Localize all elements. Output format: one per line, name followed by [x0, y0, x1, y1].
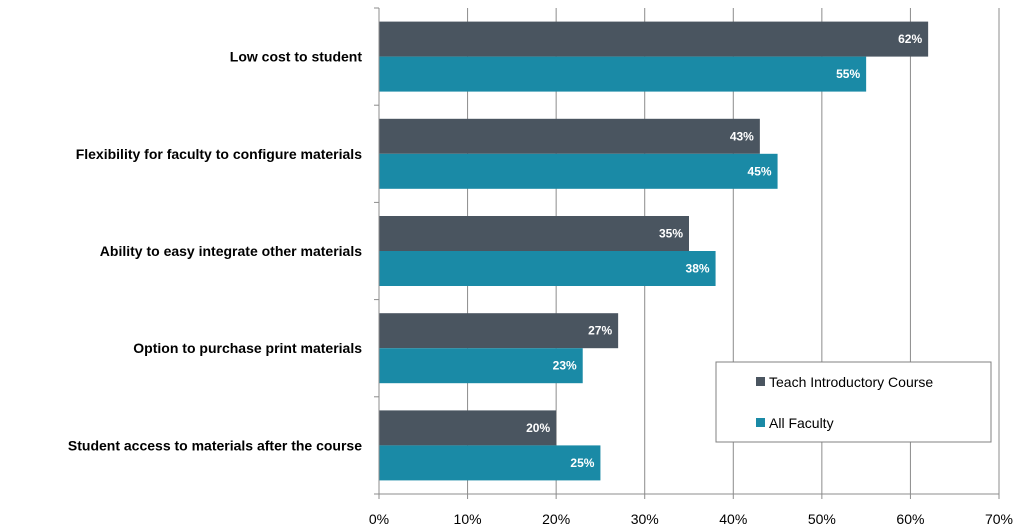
bar-teach-introductory-course	[379, 118, 760, 154]
x-tick-label: 50%	[808, 511, 836, 527]
bar-teach-introductory-course	[379, 410, 557, 446]
data-label: 27%	[588, 324, 612, 338]
bar-all-faculty	[379, 56, 867, 92]
x-tick-label: 30%	[631, 511, 659, 527]
x-tick-labels: 0% 10% 20% 30% 40% 50% 60% 70%	[369, 511, 1013, 527]
bar-all-faculty	[379, 251, 716, 286]
category-label: Option to purchase print materials	[133, 340, 362, 356]
bar-teach-introductory-course	[379, 21, 929, 57]
legend-box	[715, 361, 992, 443]
category-label: Ability to easy integrate other material…	[100, 243, 362, 259]
category-label: Student access to materials after the co…	[68, 437, 362, 453]
data-label: 43%	[730, 129, 754, 143]
x-tick-label: 60%	[896, 511, 924, 527]
bar-all-faculty	[379, 445, 601, 481]
bars	[379, 21, 929, 481]
data-labels: 62% 55% 43% 45% 35% 38% 27% 23% 20% 25%	[526, 32, 922, 470]
x-tick-label: 10%	[454, 511, 482, 527]
category-label: Flexibility for faculty to configure mat…	[76, 146, 362, 162]
data-label: 23%	[553, 359, 577, 373]
category-label: Low cost to student	[230, 49, 363, 65]
data-label: 20%	[526, 421, 550, 435]
legend-label-teach-introductory-course: Teach Introductory Course	[769, 374, 933, 390]
category-labels: Low cost to student Flexibility for facul…	[68, 49, 362, 454]
x-tick-label: 0%	[369, 511, 389, 527]
legend-swatch-all-faculty	[756, 418, 765, 427]
legend-label-all-faculty: All Faculty	[769, 415, 834, 431]
x-tick-label: 40%	[719, 511, 747, 527]
bar-all-faculty	[379, 153, 778, 189]
x-tick-label: 70%	[985, 511, 1013, 527]
legend: Teach Introductory Course All Faculty	[715, 361, 992, 443]
legend-swatch-teach-introductory-course	[756, 377, 765, 386]
data-label: 38%	[686, 262, 710, 276]
data-label: 35%	[659, 227, 683, 241]
data-label: 25%	[570, 456, 594, 470]
axes	[374, 7, 1000, 499]
data-label: 62%	[898, 32, 922, 46]
bar-teach-introductory-course	[379, 216, 689, 251]
bar-all-faculty	[379, 348, 583, 384]
data-label: 45%	[748, 164, 772, 178]
x-tick-label: 20%	[542, 511, 570, 527]
data-label: 55%	[836, 67, 860, 81]
bar-teach-introductory-course	[379, 313, 619, 349]
